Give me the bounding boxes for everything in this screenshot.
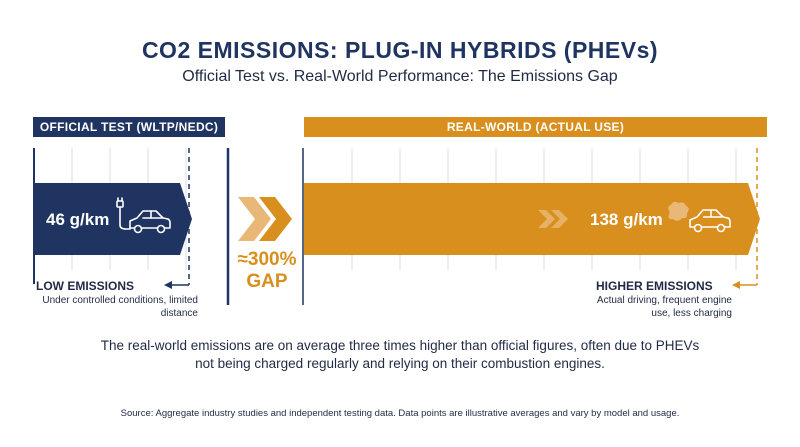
bar-chevron-2 xyxy=(551,210,568,228)
real-world-header: REAL-WORLD (ACTUAL USE) xyxy=(304,117,767,137)
car-with-exhaust-icon xyxy=(668,201,731,233)
bar-official xyxy=(34,183,192,255)
bar-chevron-1 xyxy=(538,210,555,228)
gap-label-percent: ≈300% xyxy=(237,249,297,270)
summary-text: The real-world emissions are on average … xyxy=(100,338,700,371)
official-value-label: 46 g/km xyxy=(46,210,110,229)
real-value-label: 138 g/km xyxy=(590,210,663,229)
official-arrow-head xyxy=(164,281,172,289)
bar-real xyxy=(304,183,760,255)
gap-chevron-1 xyxy=(238,197,271,241)
official-test-header: OFFICIAL TEST (WLTP/NEDC) xyxy=(33,117,225,137)
page-title: CO2 EMISSIONS: PLUG-IN HYBRIDS (PHEVs) xyxy=(141,37,659,63)
gap-chevron-2 xyxy=(259,197,292,241)
real-arrow-head xyxy=(732,281,740,289)
plug-in-car-icon xyxy=(116,197,171,234)
low-emissions-description: Under controlled conditions, limited dis… xyxy=(42,295,198,319)
gap-label: ≈300% GAP xyxy=(227,249,307,293)
high-emissions-description: Actual driving, frequent engine use, les… xyxy=(596,295,732,319)
source-note: Source: Aggregate industry studies and i… xyxy=(120,408,680,419)
low-emissions-title: LOW EMISSIONS xyxy=(36,279,135,293)
high-emissions-title: HIGHER EMISSIONS xyxy=(596,279,713,293)
page-subtitle: Official Test vs. Real-World Performance… xyxy=(182,68,618,85)
gap-label-word: GAP xyxy=(246,271,288,292)
